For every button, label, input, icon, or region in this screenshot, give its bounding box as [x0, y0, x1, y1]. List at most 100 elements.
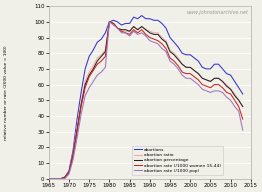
Line: abortion rate (/1000 pop): abortion rate (/1000 pop) — [49, 22, 243, 179]
abortions — [221, 68, 224, 70]
abortion rate (/1000 women 15-44) — [201, 83, 204, 86]
abortion ratio — [209, 80, 212, 83]
abortion rate (/1000 women 15-44) — [108, 21, 111, 23]
abortion rate (/1000 pop) — [59, 178, 62, 180]
abortion rate (/1000 women 15-44) — [75, 131, 79, 133]
abortion rate (/1000 women 15-44) — [209, 87, 212, 89]
abortions — [189, 54, 192, 56]
abortion rate (/1000 women 15-44) — [116, 27, 119, 29]
abortion rate (/1000 pop) — [92, 80, 95, 83]
abortion ratio — [59, 178, 62, 180]
abortion percentage — [67, 171, 70, 174]
abortion percentage — [148, 32, 151, 34]
abortion rate (/1000 pop) — [96, 74, 99, 76]
abortion percentage — [100, 55, 103, 57]
abortion percentage — [72, 154, 75, 156]
abortion percentage — [168, 50, 172, 53]
abortion ratio — [108, 21, 111, 23]
abortion rate (/1000 pop) — [172, 63, 176, 65]
abortion ratio — [233, 93, 236, 95]
abortion rate (/1000 pop) — [156, 43, 160, 45]
abortion percentage — [229, 88, 232, 90]
abortion ratio — [156, 32, 160, 34]
abortion percentage — [108, 21, 111, 23]
abortion rate (/1000 women 15-44) — [148, 36, 151, 39]
abortion ratio — [84, 80, 87, 83]
abortions — [177, 46, 180, 48]
abortion rate (/1000 pop) — [205, 90, 208, 92]
abortion rate (/1000 women 15-44) — [96, 63, 99, 65]
abortion percentage — [177, 58, 180, 61]
abortion rate (/1000 pop) — [209, 91, 212, 94]
abortion ratio — [104, 49, 107, 51]
abortion ratio — [168, 49, 172, 51]
abortion rate (/1000 pop) — [55, 178, 58, 180]
abortion ratio — [128, 30, 131, 32]
abortion rate (/1000 women 15-44) — [237, 105, 240, 108]
abortion percentage — [59, 178, 62, 180]
abortion rate (/1000 pop) — [108, 21, 111, 23]
abortion rate (/1000 pop) — [124, 32, 127, 34]
abortion rate (/1000 pop) — [221, 91, 224, 94]
abortion percentage — [164, 41, 167, 43]
abortion rate (/1000 women 15-44) — [156, 40, 160, 42]
abortions — [205, 68, 208, 70]
abortions — [59, 178, 62, 180]
abortion rate (/1000 women 15-44) — [164, 47, 167, 50]
abortion rate (/1000 pop) — [148, 40, 151, 42]
abortion percentage — [225, 85, 228, 87]
abortion rate (/1000 women 15-44) — [51, 178, 54, 180]
abortion percentage — [140, 25, 143, 28]
abortion rate (/1000 pop) — [229, 99, 232, 101]
abortion rate (/1000 pop) — [213, 90, 216, 92]
abortion rate (/1000 pop) — [140, 32, 143, 34]
Line: abortion rate (/1000 women 15-44): abortion rate (/1000 women 15-44) — [49, 22, 243, 179]
Line: abortions: abortions — [49, 16, 243, 179]
abortion ratio — [144, 29, 147, 31]
abortion percentage — [217, 77, 220, 79]
abortion rate (/1000 women 15-44) — [112, 22, 115, 25]
abortion rate (/1000 women 15-44) — [172, 60, 176, 62]
abortion percentage — [201, 77, 204, 79]
abortion ratio — [72, 152, 75, 155]
abortion ratio — [177, 57, 180, 59]
abortions — [116, 21, 119, 23]
abortion percentage — [156, 33, 160, 36]
abortion ratio — [201, 77, 204, 79]
abortion percentage — [112, 22, 115, 25]
abortion percentage — [136, 29, 139, 31]
abortion rate (/1000 women 15-44) — [88, 76, 91, 78]
abortions — [152, 19, 155, 22]
abortion rate (/1000 pop) — [241, 129, 244, 131]
abortions — [88, 55, 91, 57]
abortion rate (/1000 women 15-44) — [229, 93, 232, 95]
abortion rate (/1000 pop) — [116, 27, 119, 29]
abortion rate (/1000 pop) — [152, 41, 155, 43]
abortion rate (/1000 women 15-44) — [233, 99, 236, 101]
abortion ratio — [120, 30, 123, 32]
abortion rate (/1000 women 15-44) — [193, 76, 196, 78]
abortion rate (/1000 women 15-44) — [177, 65, 180, 67]
abortion rate (/1000 women 15-44) — [189, 72, 192, 75]
abortion rate (/1000 pop) — [197, 83, 200, 86]
abortion ratio — [160, 36, 163, 39]
abortion percentage — [197, 72, 200, 75]
abortions — [156, 19, 160, 22]
abortion ratio — [80, 101, 83, 103]
abortion ratio — [213, 77, 216, 79]
abortion rate (/1000 women 15-44) — [160, 43, 163, 45]
abortion rate (/1000 pop) — [168, 60, 172, 62]
abortion percentage — [144, 29, 147, 31]
Y-axis label: relative number or rate (2000 value = 100): relative number or rate (2000 value = 10… — [4, 45, 8, 140]
abortion percentage — [233, 94, 236, 97]
abortion percentage — [160, 38, 163, 40]
abortions — [241, 93, 244, 95]
abortions — [84, 68, 87, 70]
abortion rate (/1000 women 15-44) — [120, 30, 123, 32]
abortions — [132, 16, 135, 18]
abortion ratio — [55, 178, 58, 180]
abortion ratio — [96, 57, 99, 59]
abortion percentage — [124, 29, 127, 31]
abortion percentage — [221, 80, 224, 83]
abortion rate (/1000 pop) — [201, 88, 204, 90]
